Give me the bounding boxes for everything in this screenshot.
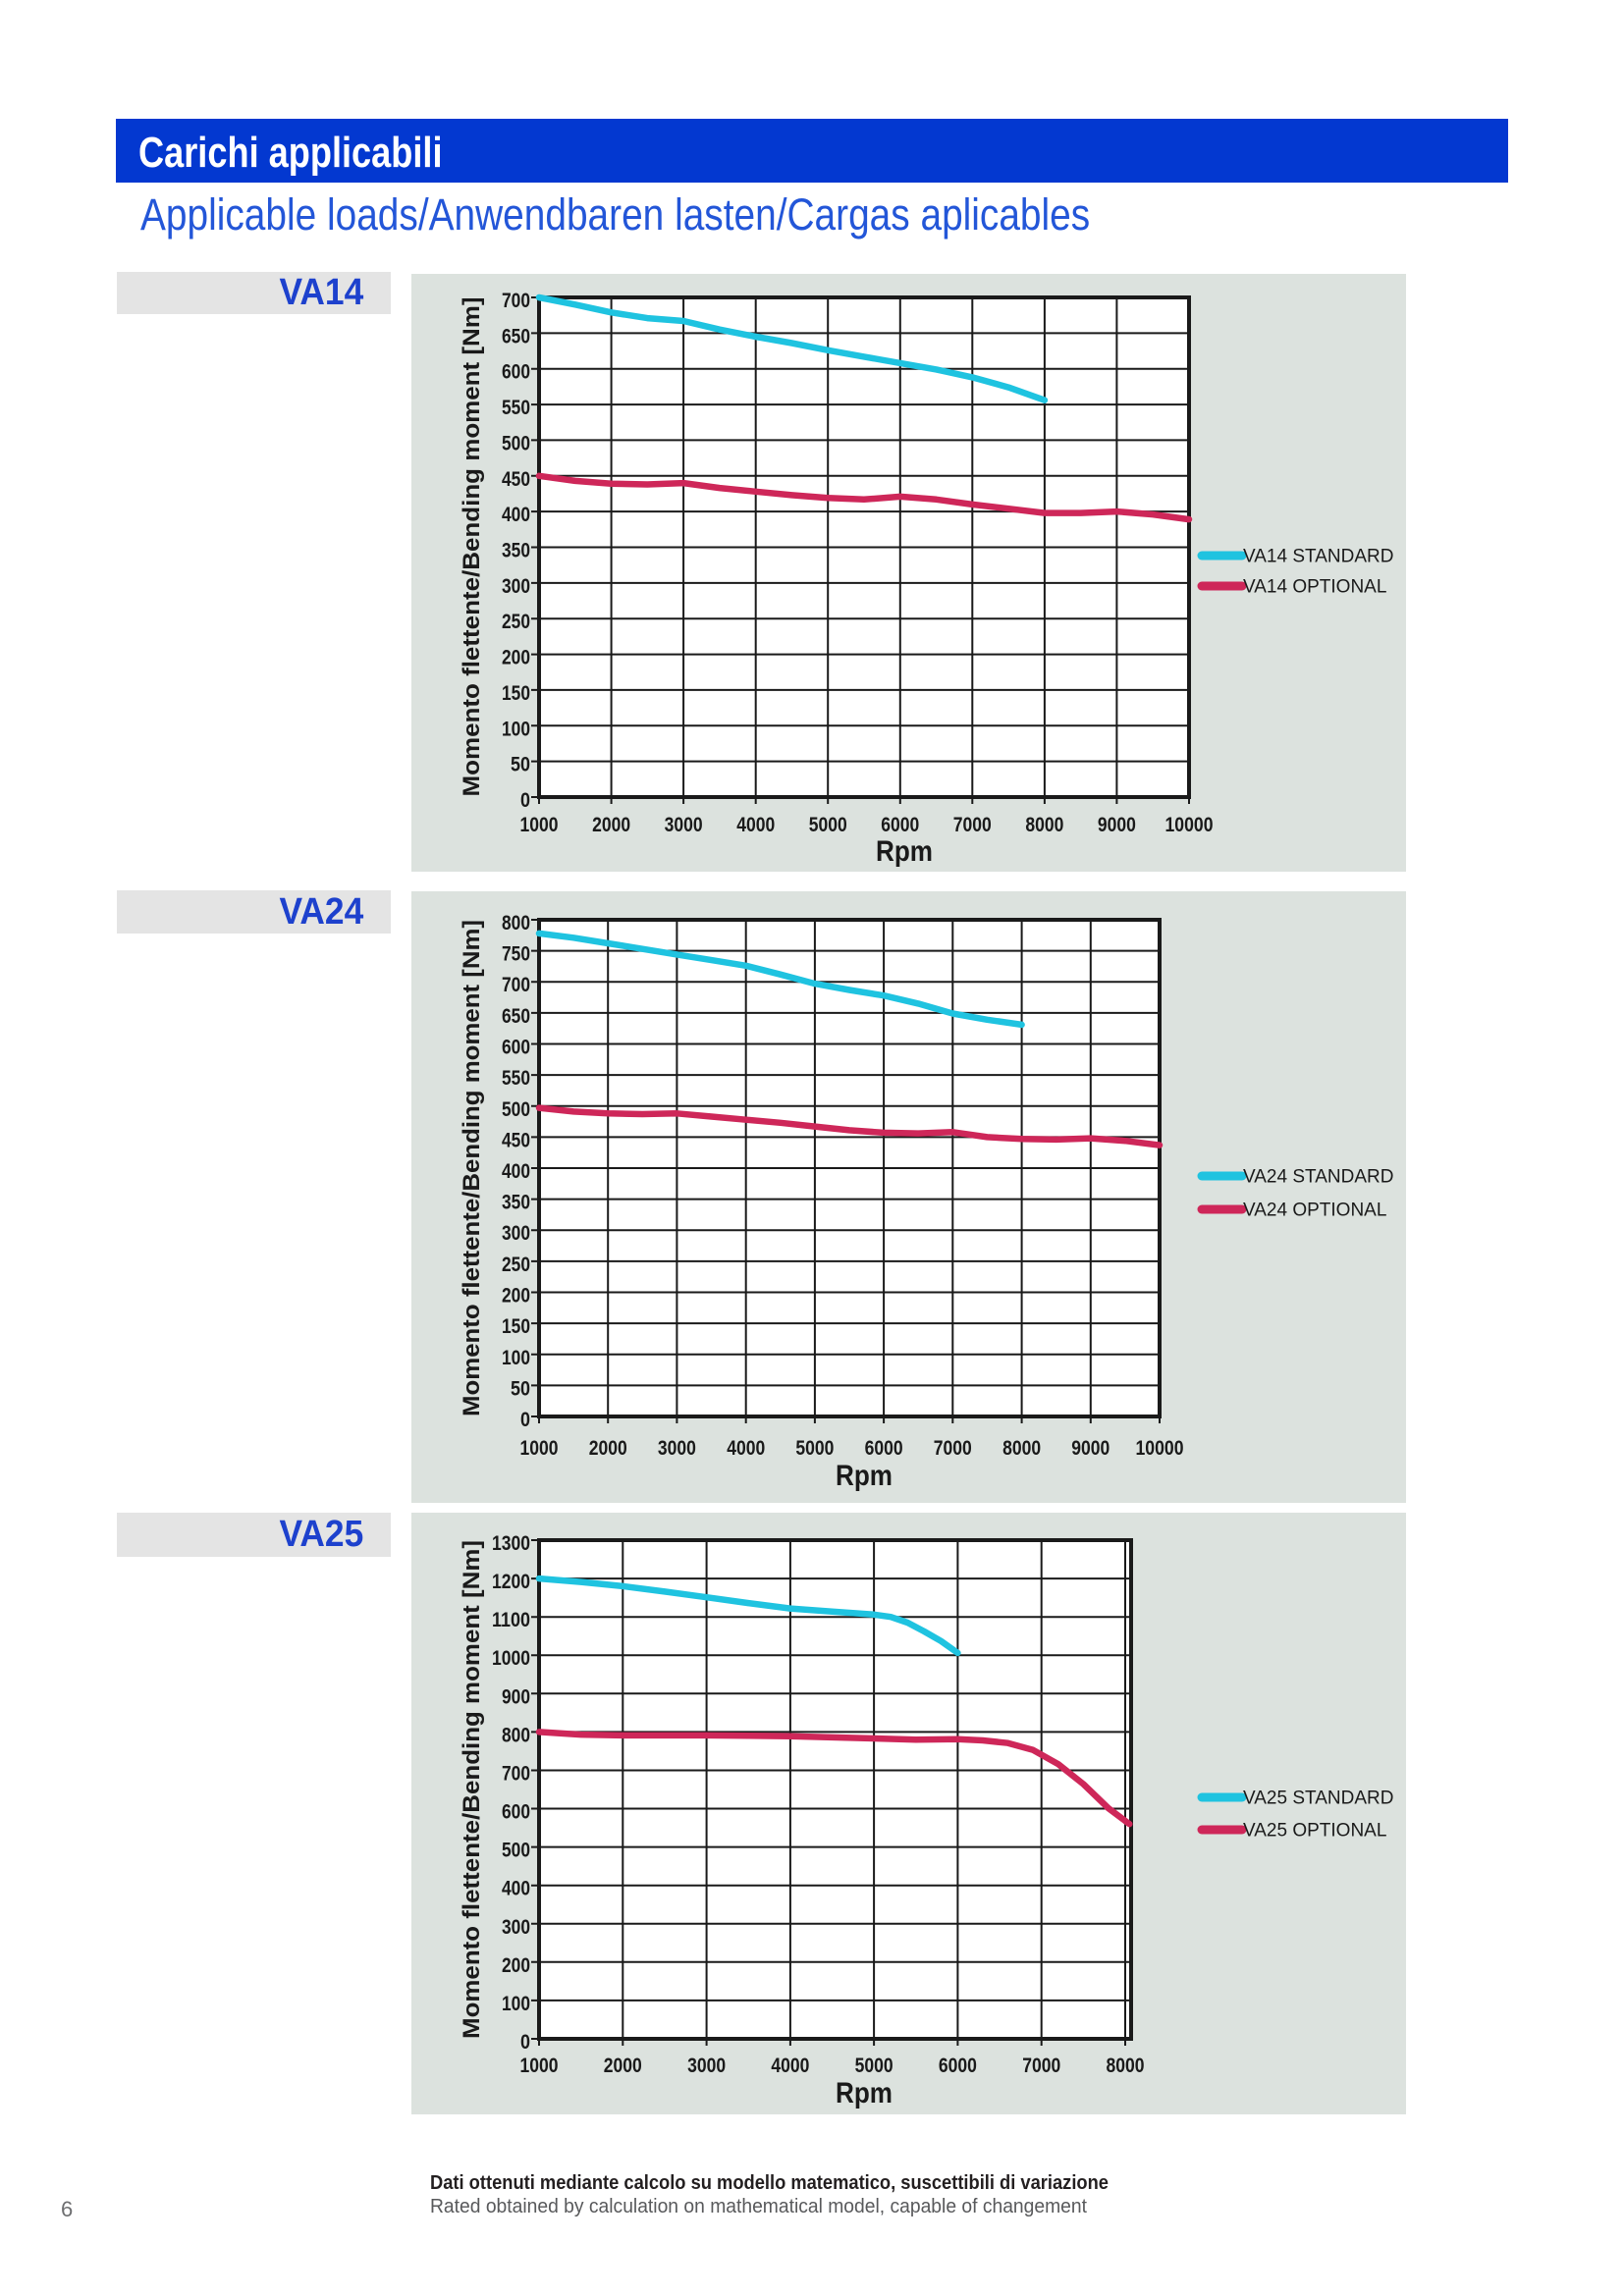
svg-text:VA25 STANDARD: VA25 STANDARD bbox=[1243, 1789, 1393, 1809]
svg-text:Rpm: Rpm bbox=[836, 2077, 893, 2109]
svg-text:550: 550 bbox=[502, 1067, 530, 1090]
svg-text:0: 0 bbox=[520, 789, 530, 812]
svg-text:VA25 OPTIONAL: VA25 OPTIONAL bbox=[1243, 1821, 1386, 1842]
svg-text:VA24 STANDARD: VA24 STANDARD bbox=[1243, 1167, 1393, 1188]
svg-text:3000: 3000 bbox=[665, 814, 703, 836]
svg-text:VA14 OPTIONAL: VA14 OPTIONAL bbox=[1243, 577, 1386, 598]
svg-text:750: 750 bbox=[502, 943, 530, 966]
svg-text:3000: 3000 bbox=[658, 1437, 696, 1460]
svg-text:8000: 8000 bbox=[1107, 2055, 1145, 2077]
svg-text:650: 650 bbox=[502, 325, 530, 347]
svg-text:Momento flettente/Bending mome: Momento flettente/Bending moment [Nm] bbox=[459, 920, 485, 1416]
svg-text:9000: 9000 bbox=[1071, 1437, 1110, 1460]
svg-text:500: 500 bbox=[502, 1098, 530, 1121]
svg-text:6000: 6000 bbox=[865, 1437, 903, 1460]
svg-text:300: 300 bbox=[502, 1222, 530, 1245]
svg-text:2000: 2000 bbox=[589, 1437, 627, 1460]
svg-text:0: 0 bbox=[520, 1409, 530, 1431]
svg-text:900: 900 bbox=[502, 1685, 530, 1708]
svg-text:1000: 1000 bbox=[520, 1437, 559, 1460]
svg-text:150: 150 bbox=[502, 682, 530, 705]
svg-text:400: 400 bbox=[502, 1160, 530, 1183]
svg-text:350: 350 bbox=[502, 540, 530, 562]
svg-text:6000: 6000 bbox=[939, 2055, 977, 2077]
svg-text:2000: 2000 bbox=[604, 2055, 642, 2077]
svg-text:6000: 6000 bbox=[881, 814, 919, 836]
svg-text:500: 500 bbox=[502, 1840, 530, 1862]
svg-text:300: 300 bbox=[502, 575, 530, 598]
svg-text:600: 600 bbox=[502, 361, 530, 384]
svg-text:1000: 1000 bbox=[492, 1647, 530, 1670]
svg-text:200: 200 bbox=[502, 1285, 530, 1308]
svg-text:100: 100 bbox=[502, 1993, 530, 2015]
svg-text:800: 800 bbox=[502, 912, 530, 934]
svg-text:VA14 STANDARD: VA14 STANDARD bbox=[1243, 547, 1393, 567]
svg-text:100: 100 bbox=[502, 718, 530, 740]
svg-text:700: 700 bbox=[502, 974, 530, 996]
svg-text:1100: 1100 bbox=[492, 1609, 530, 1631]
svg-text:1300: 1300 bbox=[492, 1532, 530, 1555]
svg-text:500: 500 bbox=[502, 432, 530, 454]
svg-text:7000: 7000 bbox=[934, 1437, 972, 1460]
svg-text:100: 100 bbox=[502, 1347, 530, 1369]
svg-text:9000: 9000 bbox=[1098, 814, 1136, 836]
svg-text:Rated obtained by calculation: Rated obtained by calculation on mathema… bbox=[430, 2195, 1087, 2217]
svg-text:4000: 4000 bbox=[727, 1437, 765, 1460]
svg-text:650: 650 bbox=[502, 1005, 530, 1028]
svg-text:Momento flettente/Bending mome: Momento flettente/Bending moment [Nm] bbox=[459, 297, 485, 797]
svg-text:3000: 3000 bbox=[687, 2055, 726, 2077]
svg-text:400: 400 bbox=[502, 1878, 530, 1900]
svg-text:Rpm: Rpm bbox=[836, 1460, 893, 1492]
svg-text:50: 50 bbox=[511, 754, 530, 776]
svg-text:4000: 4000 bbox=[736, 814, 775, 836]
svg-text:0: 0 bbox=[520, 2031, 530, 2054]
svg-text:200: 200 bbox=[502, 647, 530, 669]
svg-text:4000: 4000 bbox=[771, 2055, 809, 2077]
svg-text:10000: 10000 bbox=[1136, 1437, 1184, 1460]
svg-text:450: 450 bbox=[502, 1129, 530, 1151]
svg-text:800: 800 bbox=[502, 1724, 530, 1746]
svg-text:5000: 5000 bbox=[855, 2055, 893, 2077]
svg-text:1000: 1000 bbox=[520, 814, 559, 836]
svg-text:300: 300 bbox=[502, 1916, 530, 1939]
svg-text:Dati ottenuti mediante calcolo: Dati ottenuti mediante calcolo su modell… bbox=[430, 2171, 1109, 2194]
svg-text:550: 550 bbox=[502, 397, 530, 419]
svg-text:50: 50 bbox=[511, 1377, 530, 1400]
svg-text:450: 450 bbox=[502, 468, 530, 491]
svg-text:2000: 2000 bbox=[592, 814, 630, 836]
svg-text:1200: 1200 bbox=[492, 1571, 530, 1593]
svg-text:1000: 1000 bbox=[520, 2055, 559, 2077]
svg-text:Rpm: Rpm bbox=[876, 835, 933, 868]
svg-text:7000: 7000 bbox=[953, 814, 992, 836]
svg-text:150: 150 bbox=[502, 1315, 530, 1338]
svg-text:10000: 10000 bbox=[1165, 814, 1214, 836]
svg-text:8000: 8000 bbox=[1002, 1437, 1041, 1460]
svg-text:250: 250 bbox=[502, 1254, 530, 1276]
svg-text:700: 700 bbox=[502, 290, 530, 312]
svg-text:600: 600 bbox=[502, 1037, 530, 1059]
svg-text:7000: 7000 bbox=[1022, 2055, 1060, 2077]
svg-text:5000: 5000 bbox=[809, 814, 847, 836]
svg-text:600: 600 bbox=[502, 1801, 530, 1824]
svg-text:200: 200 bbox=[502, 1954, 530, 1977]
svg-text:Momento flettente/Bending mome: Momento flettente/Bending moment [Nm] bbox=[459, 1540, 485, 2039]
svg-text:250: 250 bbox=[502, 611, 530, 633]
svg-text:VA24 OPTIONAL: VA24 OPTIONAL bbox=[1243, 1201, 1386, 1221]
svg-text:350: 350 bbox=[502, 1192, 530, 1214]
svg-text:700: 700 bbox=[502, 1763, 530, 1786]
svg-text:5000: 5000 bbox=[795, 1437, 834, 1460]
svg-text:400: 400 bbox=[502, 504, 530, 526]
svg-text:8000: 8000 bbox=[1025, 814, 1063, 836]
